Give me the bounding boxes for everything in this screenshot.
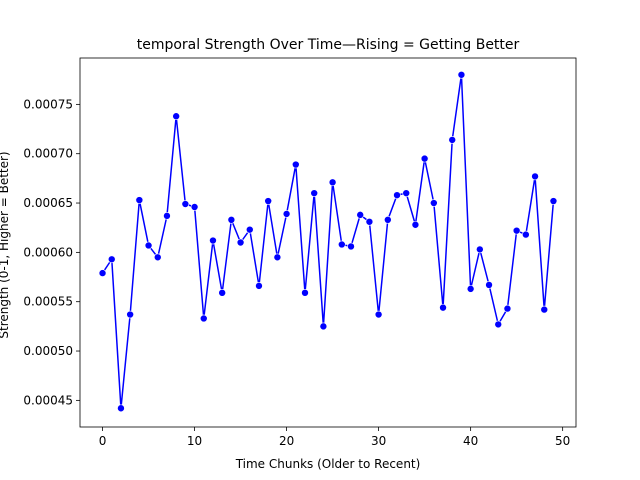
y-tick-label: 0.00055: [23, 295, 73, 309]
data-point: [135, 196, 144, 204]
data-point: [476, 245, 484, 254]
data-point: [218, 289, 226, 297]
data-point: [227, 216, 236, 224]
data-point: [255, 282, 263, 290]
data-point: [209, 236, 217, 245]
y-tick-label: 0.00045: [23, 393, 73, 407]
data-point: [98, 269, 107, 277]
data-point: [310, 189, 318, 197]
data-point: [522, 230, 530, 239]
data-point: [384, 216, 392, 224]
data-point: [319, 322, 328, 331]
data-point: [356, 211, 365, 219]
data-point: [374, 310, 383, 319]
data-point: [282, 210, 291, 218]
x-tick-label: 0: [99, 434, 107, 448]
y-tick-label: 0.00070: [23, 147, 73, 161]
data-point: [199, 314, 208, 323]
data-point: [107, 255, 116, 264]
data-point: [245, 225, 254, 234]
data-point: [448, 136, 457, 144]
data-point: [466, 285, 475, 293]
y-tick-label: 0.00060: [23, 245, 73, 259]
data-point: [512, 226, 521, 235]
data-point: [153, 253, 162, 262]
data-point: [430, 199, 438, 207]
data-point: [328, 178, 337, 187]
data-point: [172, 112, 180, 121]
data-point: [494, 320, 503, 329]
data-point: [144, 241, 153, 250]
x-tick-label: 50: [555, 434, 570, 448]
data-point: [531, 172, 539, 181]
data-point: [338, 240, 346, 249]
x-tick-label: 20: [279, 434, 294, 448]
data-point: [411, 220, 420, 229]
series-line: [101, 74, 555, 409]
data-point: [264, 197, 272, 205]
x-axis-label: Time Chunks (Older to Recent): [235, 457, 421, 471]
data-point: [402, 189, 411, 197]
data-point: [503, 304, 512, 313]
data-point: [181, 200, 190, 208]
axes-frame: [79, 57, 577, 428]
data-point: [273, 253, 282, 262]
data-point: [457, 70, 466, 79]
data-point: [190, 203, 199, 211]
x-tick-label: 30: [371, 434, 386, 448]
data-point: [126, 310, 134, 319]
data-point: [485, 281, 493, 289]
data-point: [540, 305, 549, 314]
data-point: [393, 191, 401, 199]
data-point: [291, 160, 300, 169]
x-tick-label: 40: [463, 434, 478, 448]
data-point: [365, 217, 374, 226]
data-point: [236, 238, 245, 247]
chart-title: temporal Strength Over Time—Rising = Get…: [137, 37, 520, 53]
data-point: [420, 154, 429, 163]
data-point: [439, 303, 447, 312]
data-point: [549, 197, 558, 205]
y-tick-label: 0.00050: [23, 344, 73, 358]
data-point: [163, 212, 171, 220]
plot-area: 0 10 20 30 40 50 0.00045 0.00050 0.00055 0.00060 0…: [23, 57, 577, 448]
y-tick-label: 0.00065: [23, 196, 73, 210]
y-tick-label: 0.00075: [23, 97, 73, 111]
y-axis-label: Strength (0-1, Higher = Better): [0, 151, 11, 338]
data-point: [301, 289, 309, 297]
data-point: [347, 242, 355, 251]
x-tick-label: 10: [187, 434, 202, 448]
data-point: [117, 404, 125, 413]
